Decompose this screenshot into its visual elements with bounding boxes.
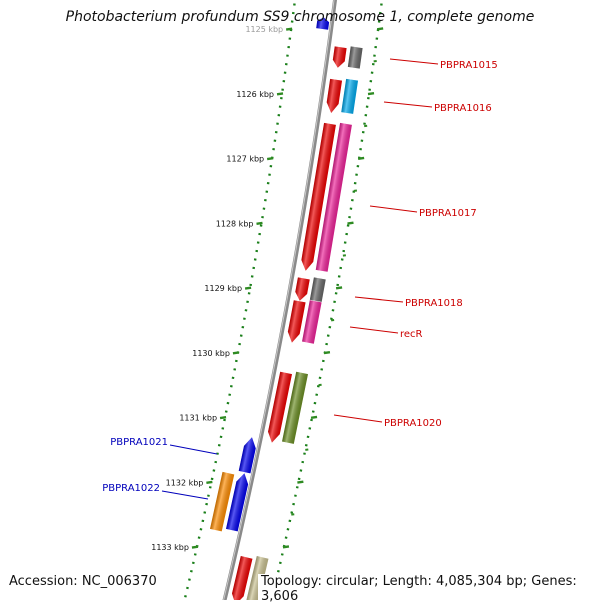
gene-label: PBPRA1017 (419, 208, 477, 219)
outer-major-tick (283, 546, 289, 547)
gene-arrow (294, 277, 310, 301)
tick-label: 1126 kbp (236, 90, 274, 99)
label-leader-line (350, 327, 398, 333)
outer-major-tick (368, 93, 374, 94)
inner-major-tick (267, 158, 273, 159)
label-leader-line (355, 297, 403, 302)
tick-labels: 1125 kbp 1126 kbp 1127 kbp 1128 kbp 1129 kbp… (151, 25, 283, 552)
inner-major-tick (245, 288, 251, 289)
outer-major-tick (347, 223, 353, 224)
tick-label: 1131 kbp (179, 414, 217, 423)
gene-label: PBPRA1015 (440, 60, 498, 71)
inner-major-tick (206, 482, 212, 483)
outer-major-tick (336, 287, 342, 288)
label-leader-line (384, 102, 432, 107)
gene-arrow (286, 300, 306, 344)
gene-labels: PBPRA1015 PBPRA1016 PBPRA1017 PBPRA1018 recR… (102, 60, 498, 494)
outer-major-tick (297, 482, 303, 483)
cog-category-bar (341, 79, 358, 114)
outer-major-tick (377, 28, 383, 29)
outer-major-tick (324, 352, 330, 353)
gene-arrow (332, 46, 347, 68)
gene-label: PBPRA1021 (110, 437, 168, 448)
tick-label: 1130 kbp (192, 349, 230, 358)
tick-label: 1132 kbp (166, 478, 204, 487)
tick-label: 1125 kbp (245, 25, 283, 34)
gene-label: recR (400, 329, 423, 340)
tick-label: 1129 kbp (204, 284, 242, 293)
label-leader-line (162, 491, 208, 499)
tick-label: 1128 kbp (216, 219, 254, 228)
tick-label: 1133 kbp (151, 543, 189, 552)
map-title: Photobacterium profundum SS9 chromosome … (0, 9, 600, 25)
inner-major-tick (277, 93, 283, 94)
gene-arrow (325, 79, 342, 114)
outer-major-tick (358, 158, 364, 159)
label-leader-line (390, 59, 438, 64)
tick-label: 1127 kbp (226, 155, 264, 164)
label-leader-line (334, 415, 382, 422)
inner-major-tick (286, 29, 292, 30)
outer-major-tick (311, 417, 317, 418)
accession-text: Accession: NC_006370 (9, 574, 157, 589)
label-leader-line (370, 206, 417, 212)
cog-category-bar (348, 46, 363, 68)
inner-major-tick (192, 547, 198, 548)
cog-category-bar (302, 300, 322, 344)
label-leader-line (170, 445, 217, 454)
inner-major-tick (220, 417, 226, 418)
gene-label: PBPRA1020 (384, 418, 442, 429)
gene-label: PBPRA1022 (102, 483, 160, 494)
gene-label: PBPRA1018 (405, 298, 463, 309)
cog-category-bar (310, 277, 326, 301)
gene-label: PBPRA1016 (434, 103, 492, 114)
inner-major-tick (233, 352, 239, 353)
inner-major-tick (256, 223, 262, 224)
